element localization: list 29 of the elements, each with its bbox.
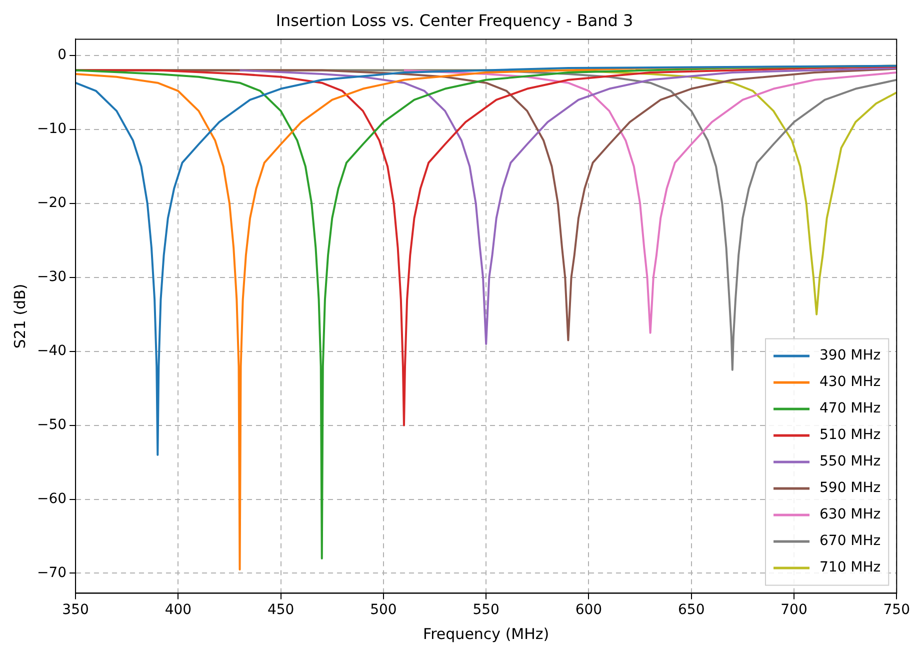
y-tick-label: −30 (37, 269, 67, 286)
x-tick-label: 650 (678, 602, 705, 618)
legend-label: 590 MHz (820, 480, 881, 496)
legend-label: 430 MHz (820, 374, 881, 390)
x-tick-label: 500 (370, 602, 397, 618)
y-tick-label: −50 (37, 416, 67, 433)
y-tick-label: 0 (58, 47, 67, 64)
x-tick-label: 750 (883, 602, 910, 618)
x-tick-label: 450 (267, 602, 294, 618)
x-axis-title: Frequency (MHz) (423, 624, 550, 643)
x-tick-label: 350 (62, 602, 89, 618)
y-axis-title: S21 (dB) (10, 284, 29, 349)
legend-label: 470 MHz (820, 400, 881, 417)
y-tick-label: −40 (37, 342, 67, 359)
legend-label: 630 MHz (820, 506, 881, 523)
legend-label: 670 MHz (820, 533, 881, 550)
y-tick-label: −70 (37, 564, 67, 581)
chart-title: Insertion Loss vs. Center Frequency - Band 3 (276, 10, 634, 30)
legend-label: 510 MHz (820, 427, 881, 444)
x-tick-label: 550 (472, 602, 500, 618)
legend-label: 390 MHz (820, 348, 881, 364)
x-tick-label: 600 (575, 602, 602, 618)
legend-label: 710 MHz (820, 560, 881, 576)
y-tick-label: −10 (37, 121, 67, 138)
legend-label: 550 MHz (820, 454, 881, 470)
x-tick-label: 700 (780, 602, 808, 618)
x-tick-label: 400 (164, 602, 192, 618)
y-tick-label: −20 (37, 195, 67, 212)
y-tick-label: −60 (37, 490, 67, 507)
